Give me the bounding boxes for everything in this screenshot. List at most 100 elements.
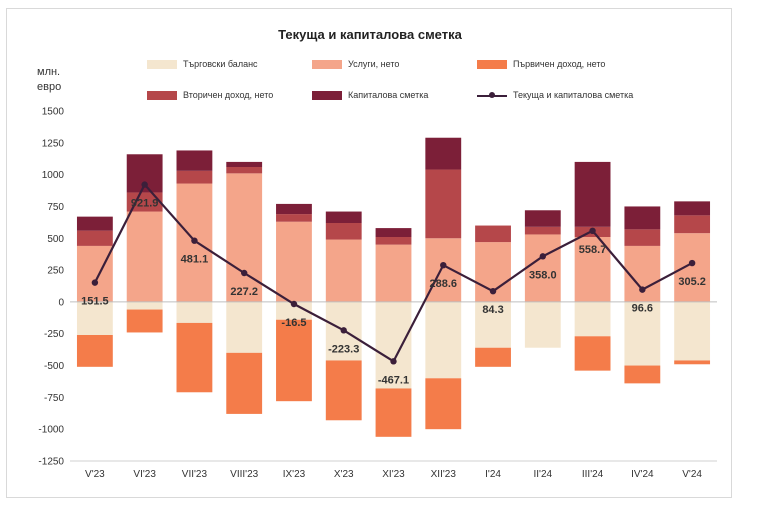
data-label: 288.6 <box>430 278 458 290</box>
legend-label: Текуща и капиталова сметка <box>513 90 634 100</box>
data-label: 481.1 <box>181 254 209 266</box>
line-point <box>639 286 646 293</box>
bar-4-4 <box>226 167 263 174</box>
bar-2-10 <box>524 234 561 302</box>
x-tick-label: VIII'23 <box>230 469 258 480</box>
x-tick-label: IV'24 <box>631 469 654 480</box>
bar-4-1 <box>76 230 113 246</box>
y-tick-label: -1250 <box>38 457 64 468</box>
chart-title: Текуща и капиталова сметка <box>278 27 462 42</box>
bar-4-8 <box>425 169 462 239</box>
bar-3-5 <box>276 319 312 402</box>
bar-2-2 <box>126 211 163 302</box>
x-tick-label: III'24 <box>582 469 604 480</box>
y-tick-label: 1500 <box>42 107 65 118</box>
bar-5-11 <box>574 161 611 227</box>
legend-label: Услуги, нето <box>348 59 400 69</box>
data-label: 84.3 <box>482 304 503 316</box>
line-point <box>589 227 596 235</box>
bar-4-12 <box>624 229 661 246</box>
y-axis-unit-label: млн. евро <box>37 65 61 95</box>
x-tick-label: XII'23 <box>431 469 457 480</box>
chart-frame: Текуща и капиталова сметка млн. евро Търг… <box>6 8 732 498</box>
bar-4-13 <box>674 215 711 234</box>
data-label: 227.2 <box>230 286 258 298</box>
bar-1-7 <box>375 301 412 389</box>
data-label: -16.5 <box>281 317 306 329</box>
bar-5-13 <box>674 201 711 216</box>
line-point <box>440 261 447 269</box>
x-tick-label: IX'23 <box>283 469 306 480</box>
bar-4-2 <box>126 192 163 212</box>
y-tick-label: 250 <box>47 266 64 277</box>
bar-1-11 <box>574 301 611 337</box>
x-tick-label: X'23 <box>334 469 354 480</box>
y-axis-unit-line: млн. евро <box>37 65 61 95</box>
bar-1-8 <box>425 301 462 379</box>
x-tick-label: VII'23 <box>182 469 208 480</box>
bar-3-1 <box>76 335 113 367</box>
line-point <box>290 300 298 308</box>
legend-swatch <box>312 59 342 69</box>
y-tick-label: 0 <box>58 297 64 308</box>
bar-5-5 <box>276 203 312 215</box>
bar-4-10 <box>524 226 561 235</box>
bar-5-6 <box>325 211 362 223</box>
x-tick-label: V'24 <box>682 469 702 480</box>
legend-label: Вторичен доход, нето <box>183 90 274 100</box>
y-tick-label: 750 <box>47 202 64 213</box>
bar-5-10 <box>524 210 561 227</box>
legend-swatch <box>477 59 507 69</box>
bar-3-3 <box>176 322 213 393</box>
bar-1-12 <box>624 301 661 366</box>
line-point <box>141 181 148 188</box>
line-point <box>489 287 497 295</box>
bar-2-6 <box>325 239 362 302</box>
legend-item-services: Услуги, нето <box>312 59 399 69</box>
bar-3-6 <box>325 360 362 421</box>
data-label: 358.0 <box>529 269 557 281</box>
bar-4-3 <box>176 170 213 184</box>
bar-5-1 <box>76 216 113 231</box>
data-label: -223.3 <box>328 343 359 355</box>
bar-3-4 <box>226 352 263 414</box>
bar-1-13 <box>674 301 711 361</box>
line-point <box>539 253 547 260</box>
legend-item-capital-account: Капиталова сметка <box>312 90 428 100</box>
bar-1-9 <box>475 301 511 348</box>
legend-swatch <box>312 90 342 100</box>
y-tick-label: 1000 <box>42 170 65 181</box>
legend-label: Капиталова сметка <box>348 90 429 100</box>
x-tick-label: VI'23 <box>133 469 156 480</box>
y-tick-label: -1000 <box>38 425 64 436</box>
data-label: 151.5 <box>81 296 109 308</box>
bar-1-1 <box>76 301 113 335</box>
data-label: 558.7 <box>579 244 607 256</box>
bar-4-5 <box>276 214 312 222</box>
bar-1-4 <box>226 301 263 353</box>
y-axis-unit-text: евро <box>37 81 62 93</box>
data-label: -467.1 <box>378 374 409 386</box>
line-point <box>340 327 347 334</box>
line-point <box>240 269 248 277</box>
data-label: 305.2 <box>678 276 706 288</box>
line-point <box>688 259 696 267</box>
legend-item-trade-balance: Търговски баланс <box>147 59 258 69</box>
bar-5-12 <box>624 206 661 230</box>
chart-plot: 1500 1250 1000 750 500 250 0 -250 -500 -750 -1000 -… <box>38 107 717 480</box>
legend-item-current-capital-line: Текуща и капиталова сметка <box>477 90 633 100</box>
y-tick-label: -750 <box>44 393 64 404</box>
bar-3-2 <box>126 309 163 333</box>
bar-1-2 <box>126 301 163 310</box>
legend-label: Търговски баланс <box>183 59 258 69</box>
legend-swatch <box>147 59 177 69</box>
y-tick-label: -500 <box>44 361 64 372</box>
x-tick-label: V'23 <box>85 469 105 480</box>
bar-5-8 <box>425 137 462 170</box>
bar-3-7 <box>375 388 412 437</box>
legend-item-primary-income: Първичен доход, нето <box>477 59 605 69</box>
bar-3-8 <box>425 378 462 430</box>
bar-5-7 <box>375 228 412 237</box>
x-tick-label: I'24 <box>485 469 501 480</box>
bar-2-13 <box>674 233 711 302</box>
